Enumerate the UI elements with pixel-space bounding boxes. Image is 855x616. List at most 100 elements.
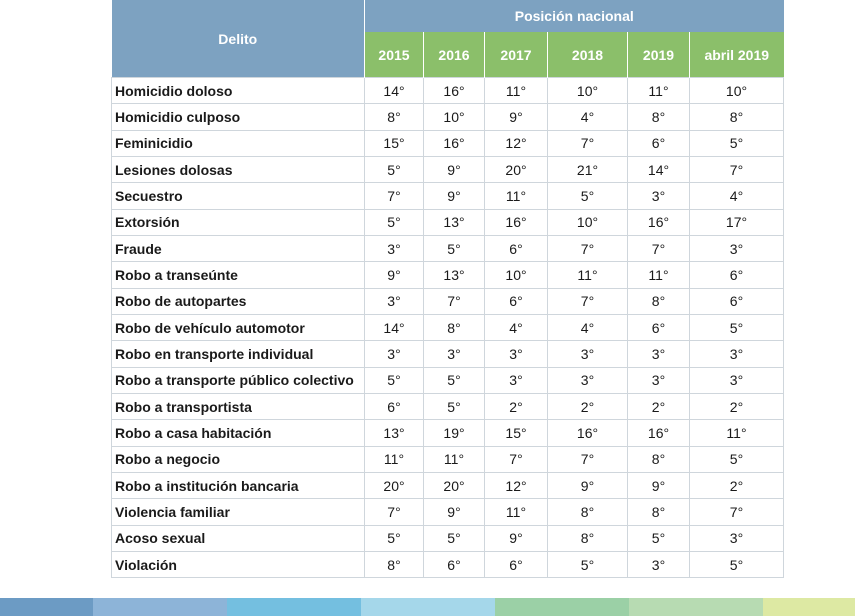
rank-value: 5° [364,524,424,552]
rank-value: 6° [484,287,548,315]
rank-value: 14° [627,155,690,184]
rank-value: 9° [547,471,628,500]
rank-value: 10° [484,261,548,289]
rank-value: 5° [423,366,485,394]
rank-value: 11° [627,76,690,105]
rank-value: 3° [689,366,784,394]
header-years-row: 2015 2016 2017 2018 2019 abril 2019 [112,32,784,78]
rank-value: 3° [364,340,424,368]
rank-value: 5° [689,313,784,342]
rank-value: 8° [689,103,784,131]
rank-value: 20° [364,471,424,500]
rank-value: 3° [627,366,690,394]
rank-value: 6° [484,550,548,579]
table-row: Robo a transportista 6° 5° 2° 2° 2° 2° [111,392,784,421]
rank-value: 7° [484,445,548,473]
crime-name: Robo a casa habitación [111,419,365,447]
crime-name: Homicidio culposo [111,103,365,131]
crime-name: Fraude [111,234,365,263]
rank-value: 11° [484,182,548,210]
rank-value: 20° [484,155,548,184]
header-year: abril 2019 [689,32,784,78]
rank-value: 5° [364,155,424,184]
rank-value: 10° [547,208,628,236]
crime-name: Robo a transeúnte [111,261,365,289]
rank-value: 3° [364,287,424,315]
rank-value: 11° [484,76,548,105]
rank-value: 2° [689,392,784,421]
table-row: Acoso sexual 5° 5° 9° 8° 5° 3° [111,524,784,552]
crime-name: Robo a institución bancaria [111,471,365,500]
table-row: Robo a institución bancaria 20° 20° 12° 9° 9°… [111,471,784,500]
rank-value: 7° [547,445,628,473]
rank-value: 7° [547,287,628,315]
header-delito: Delito [111,0,365,78]
table-row: Robo de autopartes 3° 7° 6° 7° 8° 6° [111,287,784,315]
rank-value: 9° [484,103,548,131]
rank-value: 3° [627,340,690,368]
table-row: Feminicidio 15° 16° 12° 7° 6° 5° [111,129,784,157]
rank-value: 8° [627,498,690,526]
table-body: Homicidio doloso 14° 16° 11° 10° 11° 10° Homici… [111,76,784,579]
rank-value: 11° [547,261,628,289]
table-row: Violencia familiar 7° 9° 11° 8° 8° 7° [111,498,784,526]
rank-value: 3° [689,340,784,368]
crime-name: Acoso sexual [111,524,365,552]
table-row: Fraude 3° 5° 6° 7° 7° 3° [111,234,784,263]
table-row: Robo de vehículo automotor 14° 8° 4° 4° 6° 5° [111,313,784,342]
rank-value: 11° [627,261,690,289]
crime-name: Robo de autopartes [111,287,365,315]
rank-value: 4° [484,313,548,342]
rank-value: 7° [364,498,424,526]
rank-value: 4° [689,182,784,210]
rank-value: 4° [547,313,628,342]
table-row: Robo a transporte público colectivo 5° 5° 3… [111,366,784,394]
rank-value: 14° [364,76,424,105]
rank-value: 3° [423,340,485,368]
rank-value: 6° [689,287,784,315]
rank-value: 13° [423,261,485,289]
rank-value: 11° [364,445,424,473]
rank-value: 5° [689,445,784,473]
rank-value: 8° [364,103,424,131]
rank-value: 9° [423,155,485,184]
crime-name: Lesiones dolosas [111,155,365,184]
rank-value: 8° [627,287,690,315]
rank-value: 3° [689,234,784,263]
crime-name: Feminicidio [111,129,365,157]
crime-ranking-table: Delito Posición nacional 2015 2016 2017 201… [111,0,784,579]
rank-value: 16° [547,419,628,447]
table-row: Violación 8° 6° 6° 5° 3° 5° [111,550,784,579]
rank-value: 3° [484,340,548,368]
rank-value: 8° [423,313,485,342]
header-year: 2017 [484,32,548,78]
rank-value: 10° [423,103,485,131]
header-posicion-nacional: Posición nacional [364,0,784,32]
rank-value: 7° [547,129,628,157]
rank-value: 9° [364,261,424,289]
rank-value: 3° [547,340,628,368]
header-year: 2016 [423,32,485,78]
rank-value: 16° [484,208,548,236]
rank-value: 11° [423,445,485,473]
rank-value: 19° [423,419,485,447]
rank-value: 5° [689,550,784,579]
rank-value: 7° [423,287,485,315]
rank-value: 5° [547,550,628,579]
table-row: Homicidio doloso 14° 16° 11° 10° 11° 10° [111,76,784,105]
rank-value: 14° [364,313,424,342]
footer-stripe [495,598,629,616]
rank-value: 6° [484,234,548,263]
rank-value: 16° [423,76,485,105]
rank-value: 6° [423,550,485,579]
footer-stripe [93,598,227,616]
rank-value: 7° [627,234,690,263]
rank-value: 7° [547,234,628,263]
table-row: Secuestro 7° 9° 11° 5° 3° 4° [111,182,784,210]
rank-value: 9° [627,471,690,500]
rank-value: 8° [627,103,690,131]
rank-value: 2° [547,392,628,421]
rank-value: 10° [547,76,628,105]
rank-value: 7° [689,498,784,526]
rank-value: 6° [627,129,690,157]
